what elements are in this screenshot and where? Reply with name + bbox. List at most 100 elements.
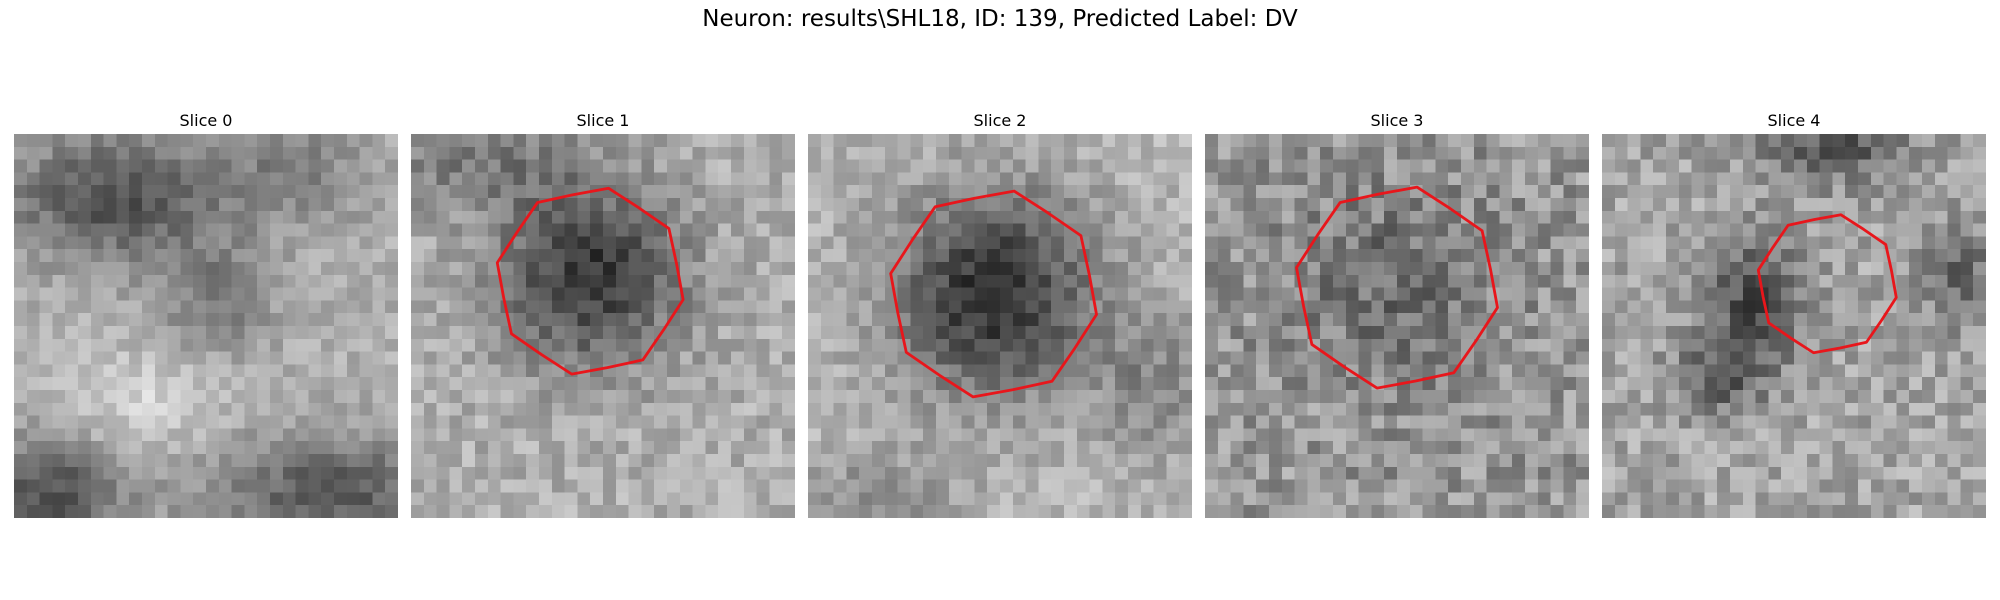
image-pixel	[1294, 428, 1308, 442]
image-pixel	[26, 441, 40, 455]
image-pixel	[39, 454, 53, 468]
image-pixel	[577, 402, 591, 416]
image-pixel	[1371, 146, 1385, 160]
image-pixel	[1179, 159, 1192, 173]
image-pixel	[1025, 479, 1039, 493]
image-pixel	[1128, 415, 1142, 429]
image-pixel	[1358, 134, 1372, 148]
image-pixel	[1678, 185, 1692, 199]
image-pixel	[308, 338, 322, 352]
image-pixel	[1614, 377, 1628, 391]
image-pixel	[692, 338, 706, 352]
image-pixel	[526, 300, 540, 314]
image-pixel	[1550, 454, 1564, 468]
image-pixel	[718, 466, 732, 480]
image-pixel	[475, 287, 489, 301]
image-pixel	[1281, 428, 1295, 442]
image-pixel	[282, 185, 296, 199]
image-pixel	[756, 146, 770, 160]
image-pixel	[1012, 390, 1026, 404]
image-pixel	[910, 300, 924, 314]
image-pixel	[1499, 492, 1513, 506]
image-pixel	[1973, 326, 1986, 340]
image-pixel	[1384, 466, 1398, 480]
image-pixel	[1409, 454, 1423, 468]
image-pixel	[692, 466, 706, 480]
image-pixel	[1870, 223, 1884, 237]
image-pixel	[1806, 236, 1820, 250]
image-pixel	[1461, 134, 1475, 148]
image-pixel	[1922, 210, 1936, 224]
image-pixel	[1602, 351, 1616, 365]
image-pixel	[808, 338, 822, 352]
image-pixel	[1205, 313, 1219, 327]
image-pixel	[820, 390, 834, 404]
image-pixel	[731, 402, 745, 416]
image-pixel	[372, 326, 386, 340]
image-pixel	[603, 223, 617, 237]
image-pixel	[1653, 505, 1667, 518]
image-pixel	[1576, 338, 1589, 352]
image-pixel	[1435, 223, 1449, 237]
image-pixel	[1896, 466, 1910, 480]
image-pixel	[321, 466, 335, 480]
image-pixel	[346, 236, 360, 250]
image-pixel	[987, 415, 1001, 429]
image-pixel	[26, 223, 40, 237]
image-pixel	[1064, 377, 1078, 391]
image-pixel	[1922, 185, 1936, 199]
image-pixel	[1486, 172, 1500, 186]
image-pixel	[1755, 313, 1769, 327]
image-pixel	[1563, 146, 1577, 160]
image-pixel	[129, 313, 143, 327]
image-pixel	[1064, 198, 1078, 212]
image-pixel	[1858, 300, 1872, 314]
image-pixel	[1512, 262, 1526, 276]
image-pixel	[1896, 364, 1910, 378]
image-pixel	[1307, 415, 1321, 429]
image-pixel	[1845, 505, 1859, 518]
image-pixel	[679, 159, 693, 173]
image-pixel	[961, 185, 975, 199]
image-pixel	[923, 172, 937, 186]
image-pixel	[1845, 326, 1859, 340]
image-pixel	[756, 338, 770, 352]
image-pixel	[1704, 172, 1718, 186]
image-pixel	[667, 198, 681, 212]
image-pixel	[897, 441, 911, 455]
image-pixel	[65, 428, 79, 442]
image-pixel	[411, 492, 425, 506]
image-pixel	[1819, 351, 1833, 365]
image-pixel	[692, 377, 706, 391]
image-pixel	[692, 326, 706, 340]
image-pixel	[1768, 428, 1782, 442]
image-pixel	[1179, 134, 1192, 148]
image-pixel	[449, 274, 463, 288]
image-pixel	[884, 492, 898, 506]
image-pixel	[692, 198, 706, 212]
image-pixel	[1409, 313, 1423, 327]
image-pixel	[718, 390, 732, 404]
image-pixel	[1230, 492, 1244, 506]
image-pixel	[1653, 492, 1667, 506]
image-pixel	[1038, 351, 1052, 365]
image-pixel	[884, 428, 898, 442]
image-pixel	[411, 262, 425, 276]
image-pixel	[1896, 428, 1910, 442]
image-pixel	[1384, 326, 1398, 340]
image-pixel	[1089, 326, 1103, 340]
image-pixel	[1000, 428, 1014, 442]
image-pixel	[1768, 454, 1782, 468]
image-pixel	[1845, 262, 1859, 276]
image-pixel	[206, 479, 220, 493]
image-pixel	[1806, 146, 1820, 160]
image-pixel	[577, 351, 591, 365]
image-pixel	[423, 287, 437, 301]
image-pixel	[846, 198, 860, 212]
image-pixel	[1499, 441, 1513, 455]
image-pixel	[1269, 402, 1283, 416]
image-pixel	[1806, 479, 1820, 493]
image-pixel	[1678, 364, 1692, 378]
image-pixel	[1934, 390, 1948, 404]
image-pixel	[1499, 274, 1513, 288]
